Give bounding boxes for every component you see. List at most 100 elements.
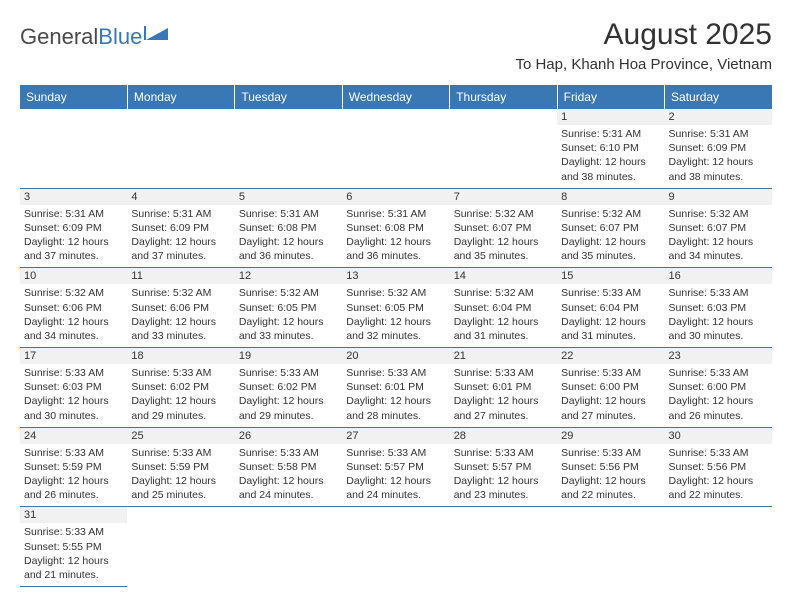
sunrise-text: Sunrise: 5:32 AM: [669, 207, 768, 221]
day-header: Thursday: [450, 85, 557, 109]
sunset-text: Sunset: 6:06 PM: [24, 301, 123, 315]
calendar-week-row: 17Sunrise: 5:33 AMSunset: 6:03 PMDayligh…: [20, 348, 772, 428]
sunset-text: Sunset: 5:59 PM: [24, 460, 123, 474]
daylight-text: Daylight: 12 hours and 31 minutes.: [454, 315, 553, 343]
sunset-text: Sunset: 6:08 PM: [346, 221, 445, 235]
day-header: Tuesday: [235, 85, 342, 109]
sunset-text: Sunset: 6:09 PM: [24, 221, 123, 235]
calendar-day-cell: [235, 109, 342, 188]
day-number: 13: [342, 268, 449, 284]
calendar-day-cell: [20, 109, 127, 188]
logo-text: GeneralBlue: [20, 24, 142, 50]
daylight-text: Daylight: 12 hours and 29 minutes.: [131, 394, 230, 422]
day-number: 12: [235, 268, 342, 284]
sunrise-text: Sunrise: 5:32 AM: [454, 207, 553, 221]
calendar-day-cell: [665, 507, 772, 587]
calendar-day-cell: 3Sunrise: 5:31 AMSunset: 6:09 PMDaylight…: [20, 188, 127, 268]
day-number: 22: [557, 348, 664, 364]
page-header: GeneralBlue August 2025 To Hap, Khanh Ho…: [20, 18, 772, 73]
calendar-day-cell: [450, 109, 557, 188]
sunset-text: Sunset: 6:00 PM: [561, 380, 660, 394]
sunset-text: Sunset: 5:56 PM: [669, 460, 768, 474]
day-number: 14: [450, 268, 557, 284]
location-subtitle: To Hap, Khanh Hoa Province, Vietnam: [515, 56, 772, 73]
sunset-text: Sunset: 6:09 PM: [669, 141, 768, 155]
daylight-text: Daylight: 12 hours and 36 minutes.: [239, 235, 338, 263]
day-header: Sunday: [20, 85, 127, 109]
day-details: Sunrise: 5:33 AMSunset: 6:01 PMDaylight:…: [450, 364, 557, 427]
day-number: 3: [20, 189, 127, 205]
sunrise-text: Sunrise: 5:31 AM: [346, 207, 445, 221]
sunrise-text: Sunrise: 5:32 AM: [346, 286, 445, 300]
calendar-day-cell: 23Sunrise: 5:33 AMSunset: 6:00 PMDayligh…: [665, 348, 772, 428]
sunrise-text: Sunrise: 5:31 AM: [24, 207, 123, 221]
day-header: Friday: [557, 85, 664, 109]
sunset-text: Sunset: 6:00 PM: [669, 380, 768, 394]
calendar-day-cell: 17Sunrise: 5:33 AMSunset: 6:03 PMDayligh…: [20, 348, 127, 428]
day-details: Sunrise: 5:33 AMSunset: 6:04 PMDaylight:…: [557, 284, 664, 347]
calendar-day-cell: 9Sunrise: 5:32 AMSunset: 6:07 PMDaylight…: [665, 188, 772, 268]
calendar-day-cell: [450, 507, 557, 587]
day-details: Sunrise: 5:33 AMSunset: 5:58 PMDaylight:…: [235, 444, 342, 507]
sunset-text: Sunset: 6:09 PM: [131, 221, 230, 235]
day-number: 5: [235, 189, 342, 205]
day-number: 7: [450, 189, 557, 205]
day-details: Sunrise: 5:31 AMSunset: 6:09 PMDaylight:…: [20, 205, 127, 268]
sunrise-text: Sunrise: 5:33 AM: [454, 366, 553, 380]
sunrise-text: Sunrise: 5:33 AM: [24, 446, 123, 460]
sunset-text: Sunset: 5:57 PM: [454, 460, 553, 474]
daylight-text: Daylight: 12 hours and 27 minutes.: [454, 394, 553, 422]
sunrise-text: Sunrise: 5:33 AM: [24, 525, 123, 539]
sunrise-text: Sunrise: 5:33 AM: [454, 446, 553, 460]
calendar-day-cell: [557, 507, 664, 587]
daylight-text: Daylight: 12 hours and 34 minutes.: [24, 315, 123, 343]
daylight-text: Daylight: 12 hours and 37 minutes.: [24, 235, 123, 263]
sunrise-text: Sunrise: 5:33 AM: [131, 446, 230, 460]
sunrise-text: Sunrise: 5:33 AM: [346, 446, 445, 460]
daylight-text: Daylight: 12 hours and 34 minutes.: [669, 235, 768, 263]
daylight-text: Daylight: 12 hours and 26 minutes.: [24, 474, 123, 502]
calendar-day-cell: 18Sunrise: 5:33 AMSunset: 6:02 PMDayligh…: [127, 348, 234, 428]
day-number: 20: [342, 348, 449, 364]
day-details: Sunrise: 5:33 AMSunset: 6:00 PMDaylight:…: [557, 364, 664, 427]
day-details: Sunrise: 5:33 AMSunset: 6:02 PMDaylight:…: [235, 364, 342, 427]
daylight-text: Daylight: 12 hours and 29 minutes.: [239, 394, 338, 422]
daylight-text: Daylight: 12 hours and 22 minutes.: [669, 474, 768, 502]
calendar-day-cell: 7Sunrise: 5:32 AMSunset: 6:07 PMDaylight…: [450, 188, 557, 268]
calendar-week-row: 24Sunrise: 5:33 AMSunset: 5:59 PMDayligh…: [20, 427, 772, 507]
sunset-text: Sunset: 6:02 PM: [131, 380, 230, 394]
sunrise-text: Sunrise: 5:32 AM: [561, 207, 660, 221]
sunset-text: Sunset: 5:58 PM: [239, 460, 338, 474]
daylight-text: Daylight: 12 hours and 24 minutes.: [239, 474, 338, 502]
day-details: Sunrise: 5:33 AMSunset: 5:56 PMDaylight:…: [665, 444, 772, 507]
daylight-text: Daylight: 12 hours and 35 minutes.: [454, 235, 553, 263]
daylight-text: Daylight: 12 hours and 32 minutes.: [346, 315, 445, 343]
calendar-day-cell: [127, 109, 234, 188]
day-number: 21: [450, 348, 557, 364]
day-number: 6: [342, 189, 449, 205]
day-details: Sunrise: 5:32 AMSunset: 6:07 PMDaylight:…: [450, 205, 557, 268]
day-header-row: Sunday Monday Tuesday Wednesday Thursday…: [20, 85, 772, 109]
day-details: Sunrise: 5:32 AMSunset: 6:06 PMDaylight:…: [127, 284, 234, 347]
calendar-day-cell: 31Sunrise: 5:33 AMSunset: 5:55 PMDayligh…: [20, 507, 127, 587]
day-number: 30: [665, 428, 772, 444]
calendar-day-cell: 29Sunrise: 5:33 AMSunset: 5:56 PMDayligh…: [557, 427, 664, 507]
calendar-week-row: 1Sunrise: 5:31 AMSunset: 6:10 PMDaylight…: [20, 109, 772, 188]
calendar-day-cell: 30Sunrise: 5:33 AMSunset: 5:56 PMDayligh…: [665, 427, 772, 507]
calendar-day-cell: 1Sunrise: 5:31 AMSunset: 6:10 PMDaylight…: [557, 109, 664, 188]
day-details: Sunrise: 5:33 AMSunset: 5:57 PMDaylight:…: [342, 444, 449, 507]
logo: GeneralBlue: [20, 18, 170, 50]
daylight-text: Daylight: 12 hours and 28 minutes.: [346, 394, 445, 422]
calendar-day-cell: 13Sunrise: 5:32 AMSunset: 6:05 PMDayligh…: [342, 268, 449, 348]
day-number: 29: [557, 428, 664, 444]
calendar-day-cell: [342, 109, 449, 188]
sunset-text: Sunset: 6:02 PM: [239, 380, 338, 394]
calendar-day-cell: 22Sunrise: 5:33 AMSunset: 6:00 PMDayligh…: [557, 348, 664, 428]
sunrise-text: Sunrise: 5:33 AM: [239, 446, 338, 460]
sunset-text: Sunset: 6:07 PM: [561, 221, 660, 235]
calendar-day-cell: 16Sunrise: 5:33 AMSunset: 6:03 PMDayligh…: [665, 268, 772, 348]
sunrise-text: Sunrise: 5:33 AM: [239, 366, 338, 380]
calendar-week-row: 10Sunrise: 5:32 AMSunset: 6:06 PMDayligh…: [20, 268, 772, 348]
sunset-text: Sunset: 6:04 PM: [561, 301, 660, 315]
day-number: 8: [557, 189, 664, 205]
